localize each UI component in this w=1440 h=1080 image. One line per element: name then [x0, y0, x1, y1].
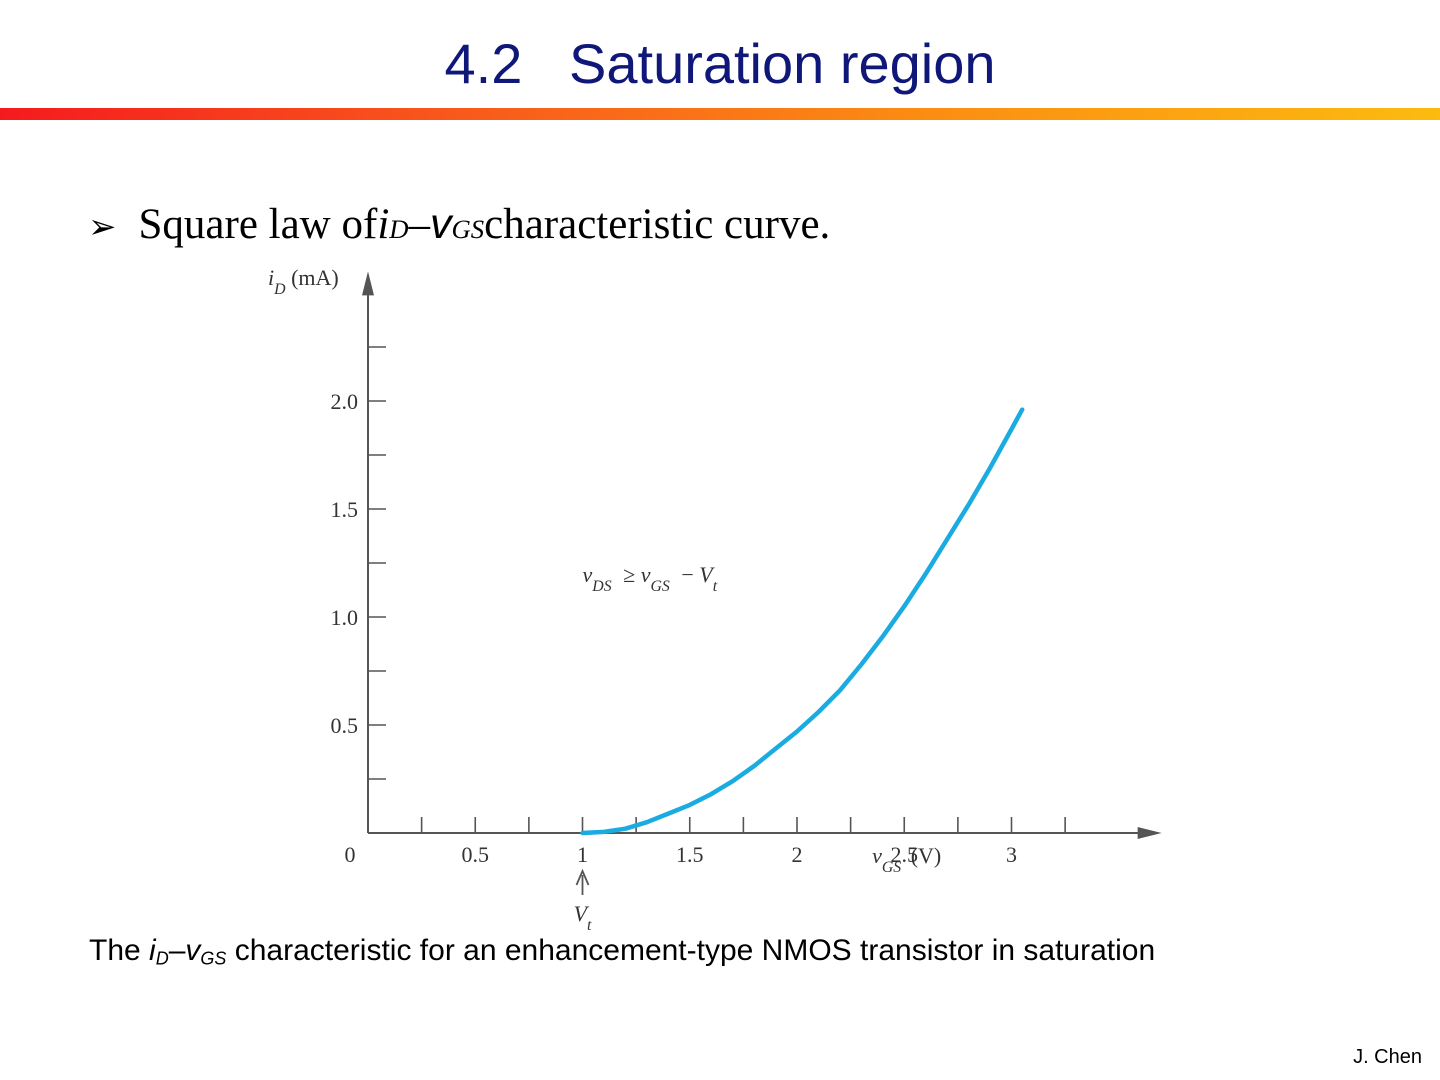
- x-tick-label: 1: [577, 842, 588, 867]
- caption-id-subscript: D: [155, 948, 169, 969]
- x-tick-label: 3: [1006, 842, 1017, 867]
- bullet-vgs-subscript: GS: [451, 214, 485, 244]
- x-tick-label: 1.5: [676, 842, 704, 867]
- arrow-bullet-icon: ➢: [88, 207, 117, 247]
- id-vgs-curve: [580, 407, 1025, 836]
- y-tick-label: 0.5: [331, 713, 359, 738]
- bullet-point: ➢ Square law of i D – v GS characteristic cu…: [88, 200, 830, 260]
- bullet-id-symbol: i: [377, 201, 390, 248]
- x-tick-label: 2: [792, 842, 803, 867]
- x-tick-label: 2.5: [891, 842, 919, 867]
- bullet-lead-text: Square law of: [138, 201, 378, 248]
- slide-title: 4.2 Saturation region: [444, 32, 996, 95]
- x-tick-label: 0.5: [462, 842, 490, 867]
- y-axis-title: iD (mA): [268, 265, 339, 298]
- y-axis-arrowhead: [362, 271, 374, 296]
- caption-dash: –: [168, 934, 186, 967]
- vt-marker-arrow-head: [575, 868, 590, 886]
- figure-caption: The iD–vGS characteristic for an enhance…: [89, 934, 1155, 970]
- bullet-dash: –: [408, 201, 431, 248]
- caption-id-symbol: i: [149, 934, 156, 967]
- caption-tail-text: characteristic for an enhancement-type N…: [226, 934, 1156, 967]
- y-tick-label: 1.5: [331, 497, 359, 522]
- x-axis-title: vGS (V): [872, 843, 941, 876]
- y-tick-label: 1.0: [331, 605, 359, 630]
- chart-axes: [362, 271, 1162, 839]
- curve-layer: [580, 407, 1025, 836]
- bullet-vgs-symbol: v: [430, 200, 452, 248]
- y-tick-label: 2.0: [331, 389, 359, 414]
- bullet-tail-text: characteristic curve.: [484, 201, 831, 248]
- caption-vgs-symbol: v: [185, 934, 201, 967]
- chart-ticks: [368, 346, 1066, 833]
- title-divider-bar: [0, 108, 1440, 120]
- author-footer: J. Chen: [1353, 1046, 1422, 1068]
- caption-vgs-subscript: GS: [200, 948, 227, 969]
- caption-lead-text: The: [89, 934, 150, 967]
- bullet-id-subscript: D: [389, 214, 409, 244]
- id-vgs-chart: 0 0.5 1 1.5 2 2.5 3 0.5 1.0 1.5 2.0 iD (mA) vGS (V) v…: [268, 265, 1162, 934]
- chart-labels: 0 0.5 1 1.5 2 2.5 3 0.5 1.0 1.5 2.0 iD (mA) vGS (V) v…: [268, 265, 1017, 934]
- vt-marker-label: Vt: [574, 901, 592, 934]
- saturation-condition-annotation: vDS ≥ vGS − Vt: [583, 562, 718, 595]
- x-axis-arrowhead: [1137, 827, 1162, 839]
- x-tick-label: 0: [345, 842, 356, 867]
